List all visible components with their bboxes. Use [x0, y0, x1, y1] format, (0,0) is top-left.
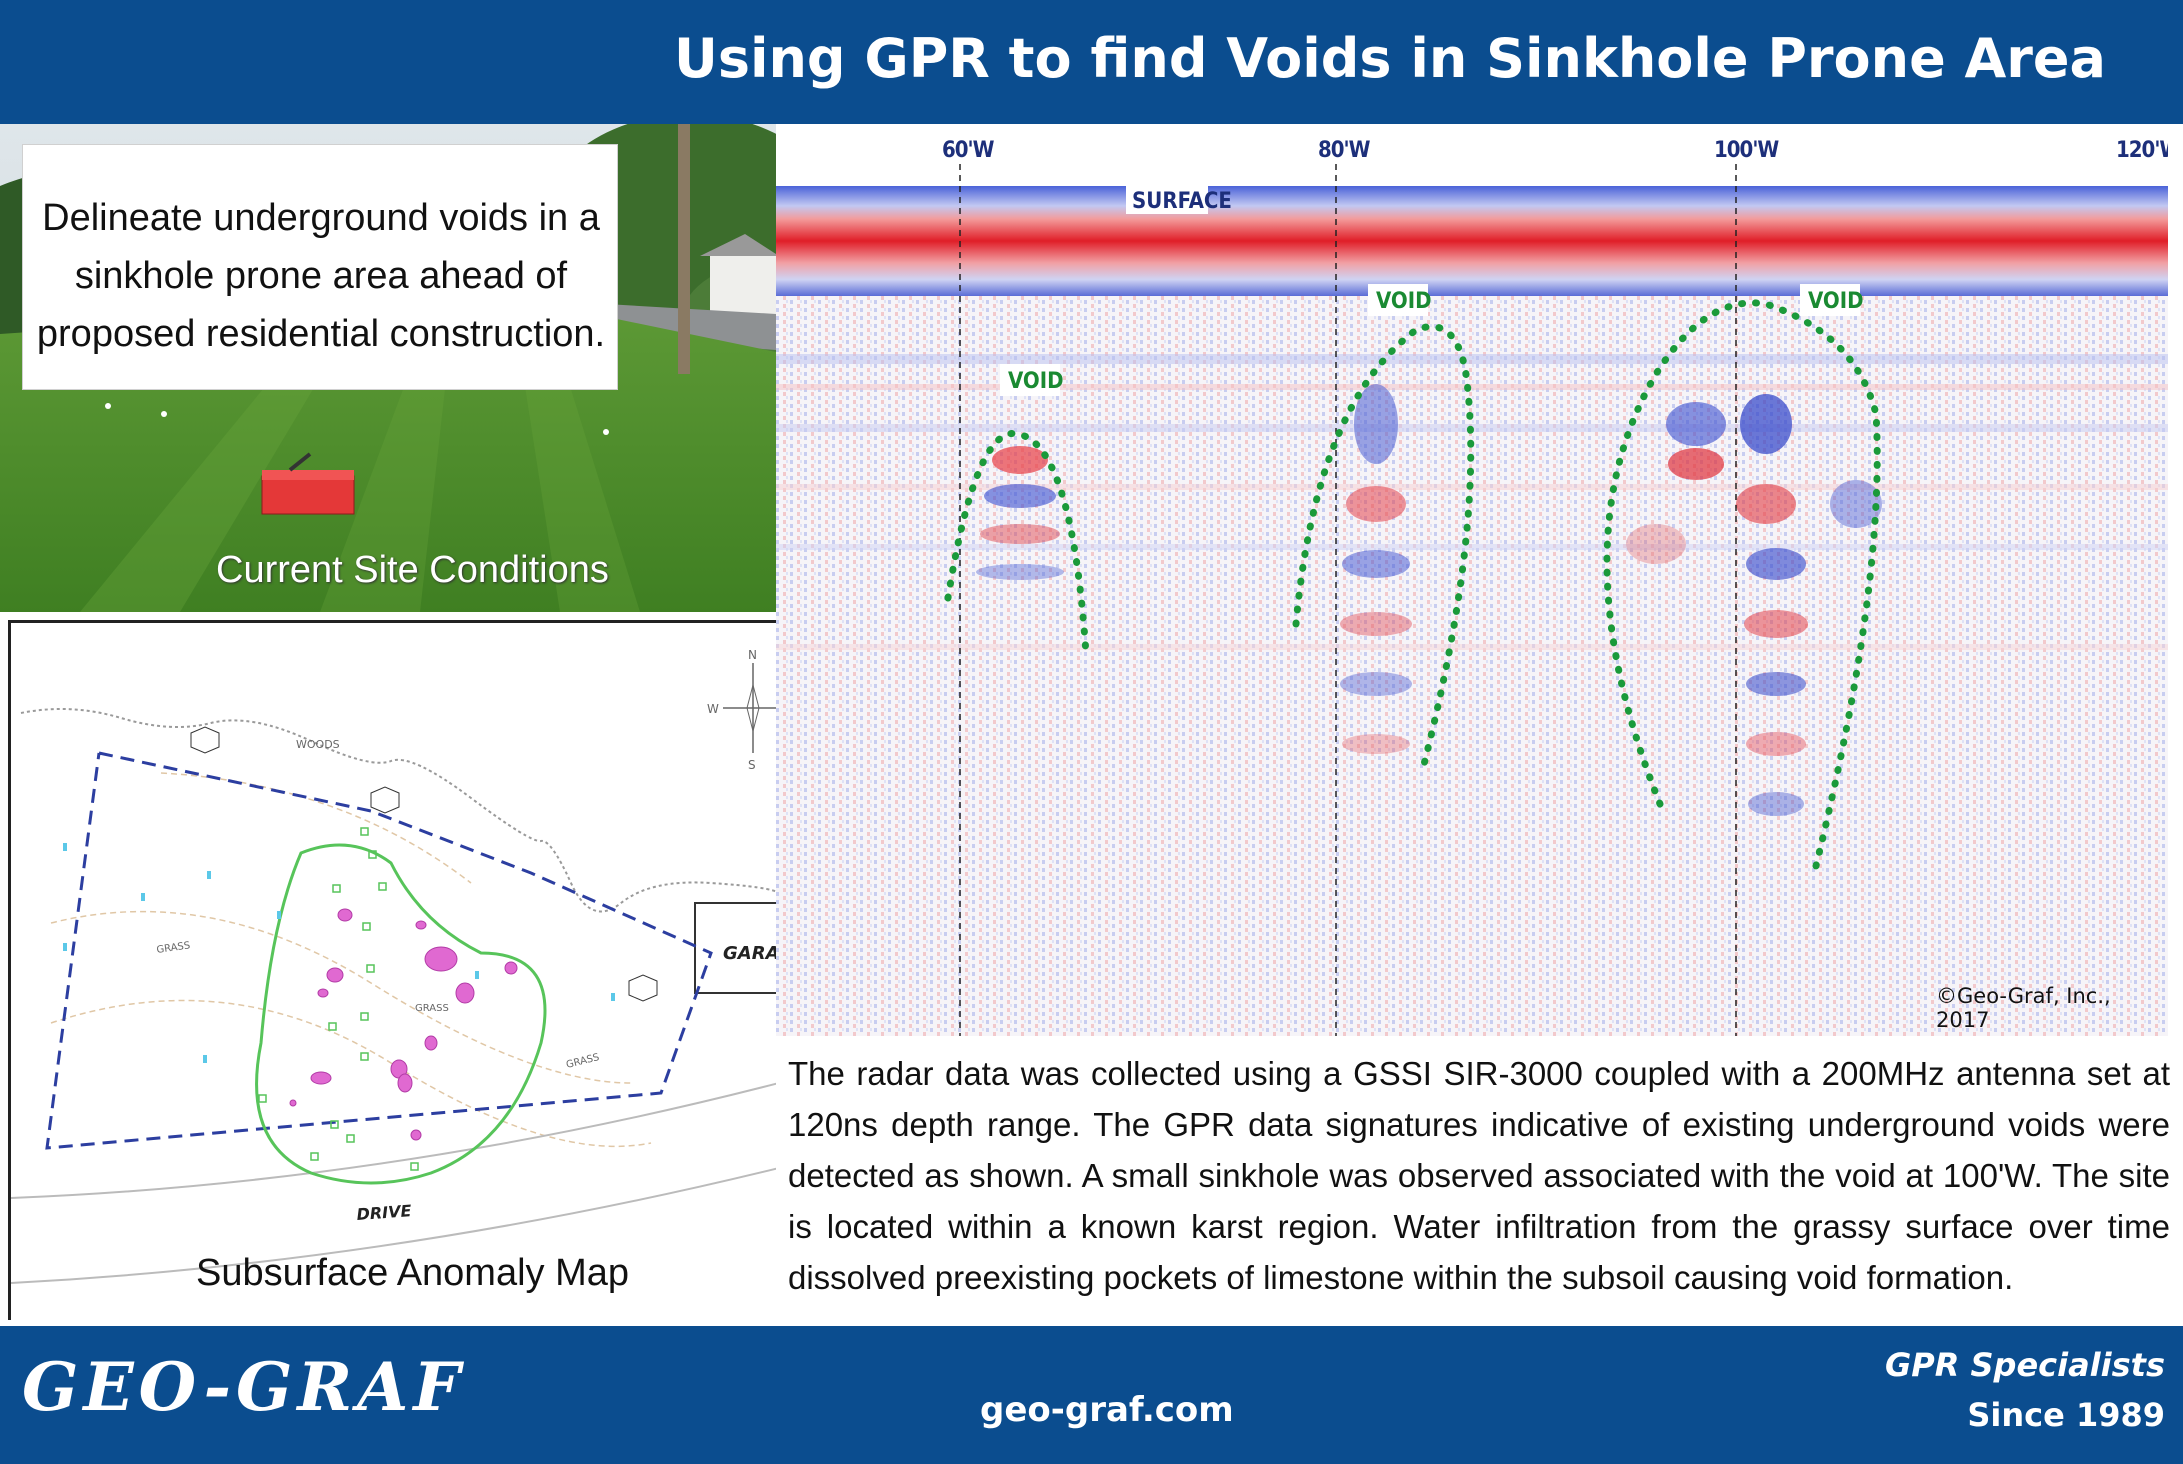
woods-edge	[20, 708, 776, 913]
surface-label: SURFACE	[1132, 189, 1232, 214]
compass-s: S	[748, 758, 756, 772]
surface-reflection	[776, 186, 2168, 296]
radargram: SURFACE VOID VOID VOID	[776, 164, 2168, 1036]
description-text: The radar data was collected using a GSS…	[788, 1055, 2170, 1296]
label-garage: GARAGE	[723, 943, 776, 964]
tagline-line-2: Since 1989	[1967, 1396, 2165, 1434]
survey-points	[258, 827, 419, 1171]
tagline: GPR Specialists Since 1989	[1885, 1340, 2165, 1440]
cyan-marks	[63, 843, 615, 1063]
label-woods: WOODS	[296, 738, 340, 751]
intro-text: Delineate underground voids in a sinkhol…	[36, 197, 606, 355]
void-label-box-1	[1000, 364, 1060, 396]
void-label-2: VOID	[1376, 289, 1432, 314]
garage-outline	[694, 902, 776, 994]
void-signature-1	[976, 446, 1064, 580]
tick-60w: 60'W	[942, 138, 994, 163]
geo-graf-logo: GEO-GRAF	[22, 1348, 466, 1426]
website-link[interactable]: geo-graf.com	[980, 1390, 1234, 1430]
utility-pole	[678, 124, 690, 374]
marker-hex-1	[190, 726, 220, 754]
radargram-panel: SURFACE VOID VOID VOID 60'W 80'W 100'W 1…	[776, 124, 2168, 1036]
anomaly-map: N S W E WOODS GRASS GRASS GRASS GARAGE D…	[11, 648, 776, 1284]
anomaly-zone-outline	[255, 843, 547, 1185]
label-grass-center: GRASS	[415, 1003, 449, 1014]
label-grass-left: GRASS	[156, 940, 191, 956]
tagline-line-1: GPR Specialists	[1884, 1346, 2165, 1384]
void-outline-1	[944, 429, 1090, 658]
compass-icon	[723, 663, 776, 753]
site-photo: Delineate underground voids in a sinkhol…	[0, 124, 776, 612]
copyright-text: ©Geo-Graf, Inc., 2017	[1936, 984, 2111, 1032]
marker-hex-3	[628, 974, 658, 1002]
void-outline-3	[1603, 299, 1881, 878]
void-signature-2	[1340, 384, 1412, 754]
anomaly-markers	[289, 908, 518, 1141]
tick-80w: 80'W	[1318, 138, 1370, 163]
photo-caption: Current Site Conditions	[216, 549, 609, 591]
property-boundary	[45, 751, 713, 1150]
page-title: Using GPR to find Voids in Sinkhole Pron…	[673, 27, 2106, 90]
map-caption: Subsurface Anomaly Map	[196, 1252, 630, 1294]
void-signature-3	[1626, 394, 1882, 816]
void-label-1: VOID	[1008, 369, 1064, 394]
compass-n: N	[748, 648, 757, 662]
label-drive: DRIVE	[356, 1201, 412, 1224]
footer-band: GEO-GRAF geo-graf.com GPR Specialists Si…	[0, 1326, 2183, 1464]
intro-box: Delineate underground voids in a sinkhol…	[22, 144, 618, 390]
void-label-box-3	[1800, 284, 1860, 316]
marker-hex-2	[370, 786, 400, 814]
void-label-3: VOID	[1808, 289, 1864, 314]
surface-label-box	[1126, 186, 1208, 214]
tick-100w: 100'W	[1714, 138, 1779, 163]
tick-120w: 120'W	[2116, 138, 2168, 163]
compass-w: W	[707, 702, 719, 716]
anomaly-map-panel: N S W E WOODS GRASS GRASS GRASS GARAGE D…	[8, 620, 776, 1320]
gpr-cart-icon	[261, 452, 355, 515]
void-label-box-2	[1368, 284, 1428, 316]
void-outline-2	[1292, 323, 1475, 776]
label-grass-right: GRASS	[565, 1052, 600, 1071]
header-band: Using GPR to find Voids in Sinkhole Pron…	[0, 0, 2183, 124]
